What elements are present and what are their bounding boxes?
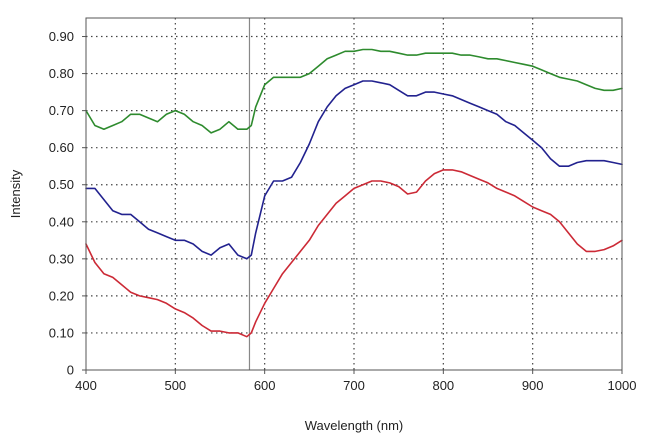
x-tick-label: 600 [254,378,276,393]
x-tick-label: 500 [164,378,186,393]
y-tick-label: 0.70 [49,103,74,118]
y-axis-ticks: 0 0.10 0.20 0.30 0.40 0.50 0.60 0.70 0.80 0.90 [49,29,86,378]
y-tick-label: 0.60 [49,140,74,155]
series-line-2 [85,80,623,260]
x-tick-label: 700 [343,378,365,393]
x-axis-label: Wavelength (nm) [305,418,404,433]
y-tick-label: 0 [67,363,74,378]
x-tick-label: 400 [75,378,97,393]
series-line-1 [85,48,623,134]
y-tick-label: 0.90 [49,29,74,44]
y-tick-label: 0.80 [49,66,74,81]
y-tick-label: 0.50 [49,177,74,192]
series-group [85,48,623,338]
y-tick-label: 0.10 [49,325,74,340]
y-tick-label: 0.30 [49,251,74,266]
x-tick-label: 800 [432,378,454,393]
grid [86,18,622,370]
x-tick-label: 900 [522,378,544,393]
x-tick-label: 1000 [608,378,637,393]
y-tick-label: 0.20 [49,288,74,303]
y-tick-label: 0.40 [49,214,74,229]
x-axis-ticks: 400 500 600 700 800 900 1000 [75,370,636,393]
series-line-3 [85,169,623,338]
y-axis-label: Intensity [8,169,23,218]
